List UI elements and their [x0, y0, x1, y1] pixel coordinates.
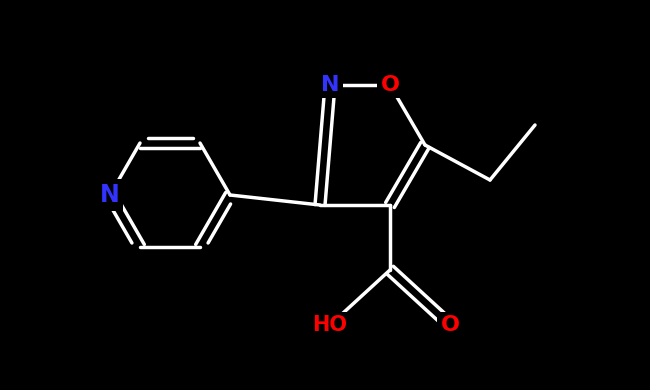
Text: HO: HO: [313, 315, 348, 335]
Text: N: N: [320, 75, 339, 95]
Text: N: N: [100, 183, 120, 207]
Text: O: O: [441, 315, 460, 335]
Text: O: O: [380, 75, 400, 95]
